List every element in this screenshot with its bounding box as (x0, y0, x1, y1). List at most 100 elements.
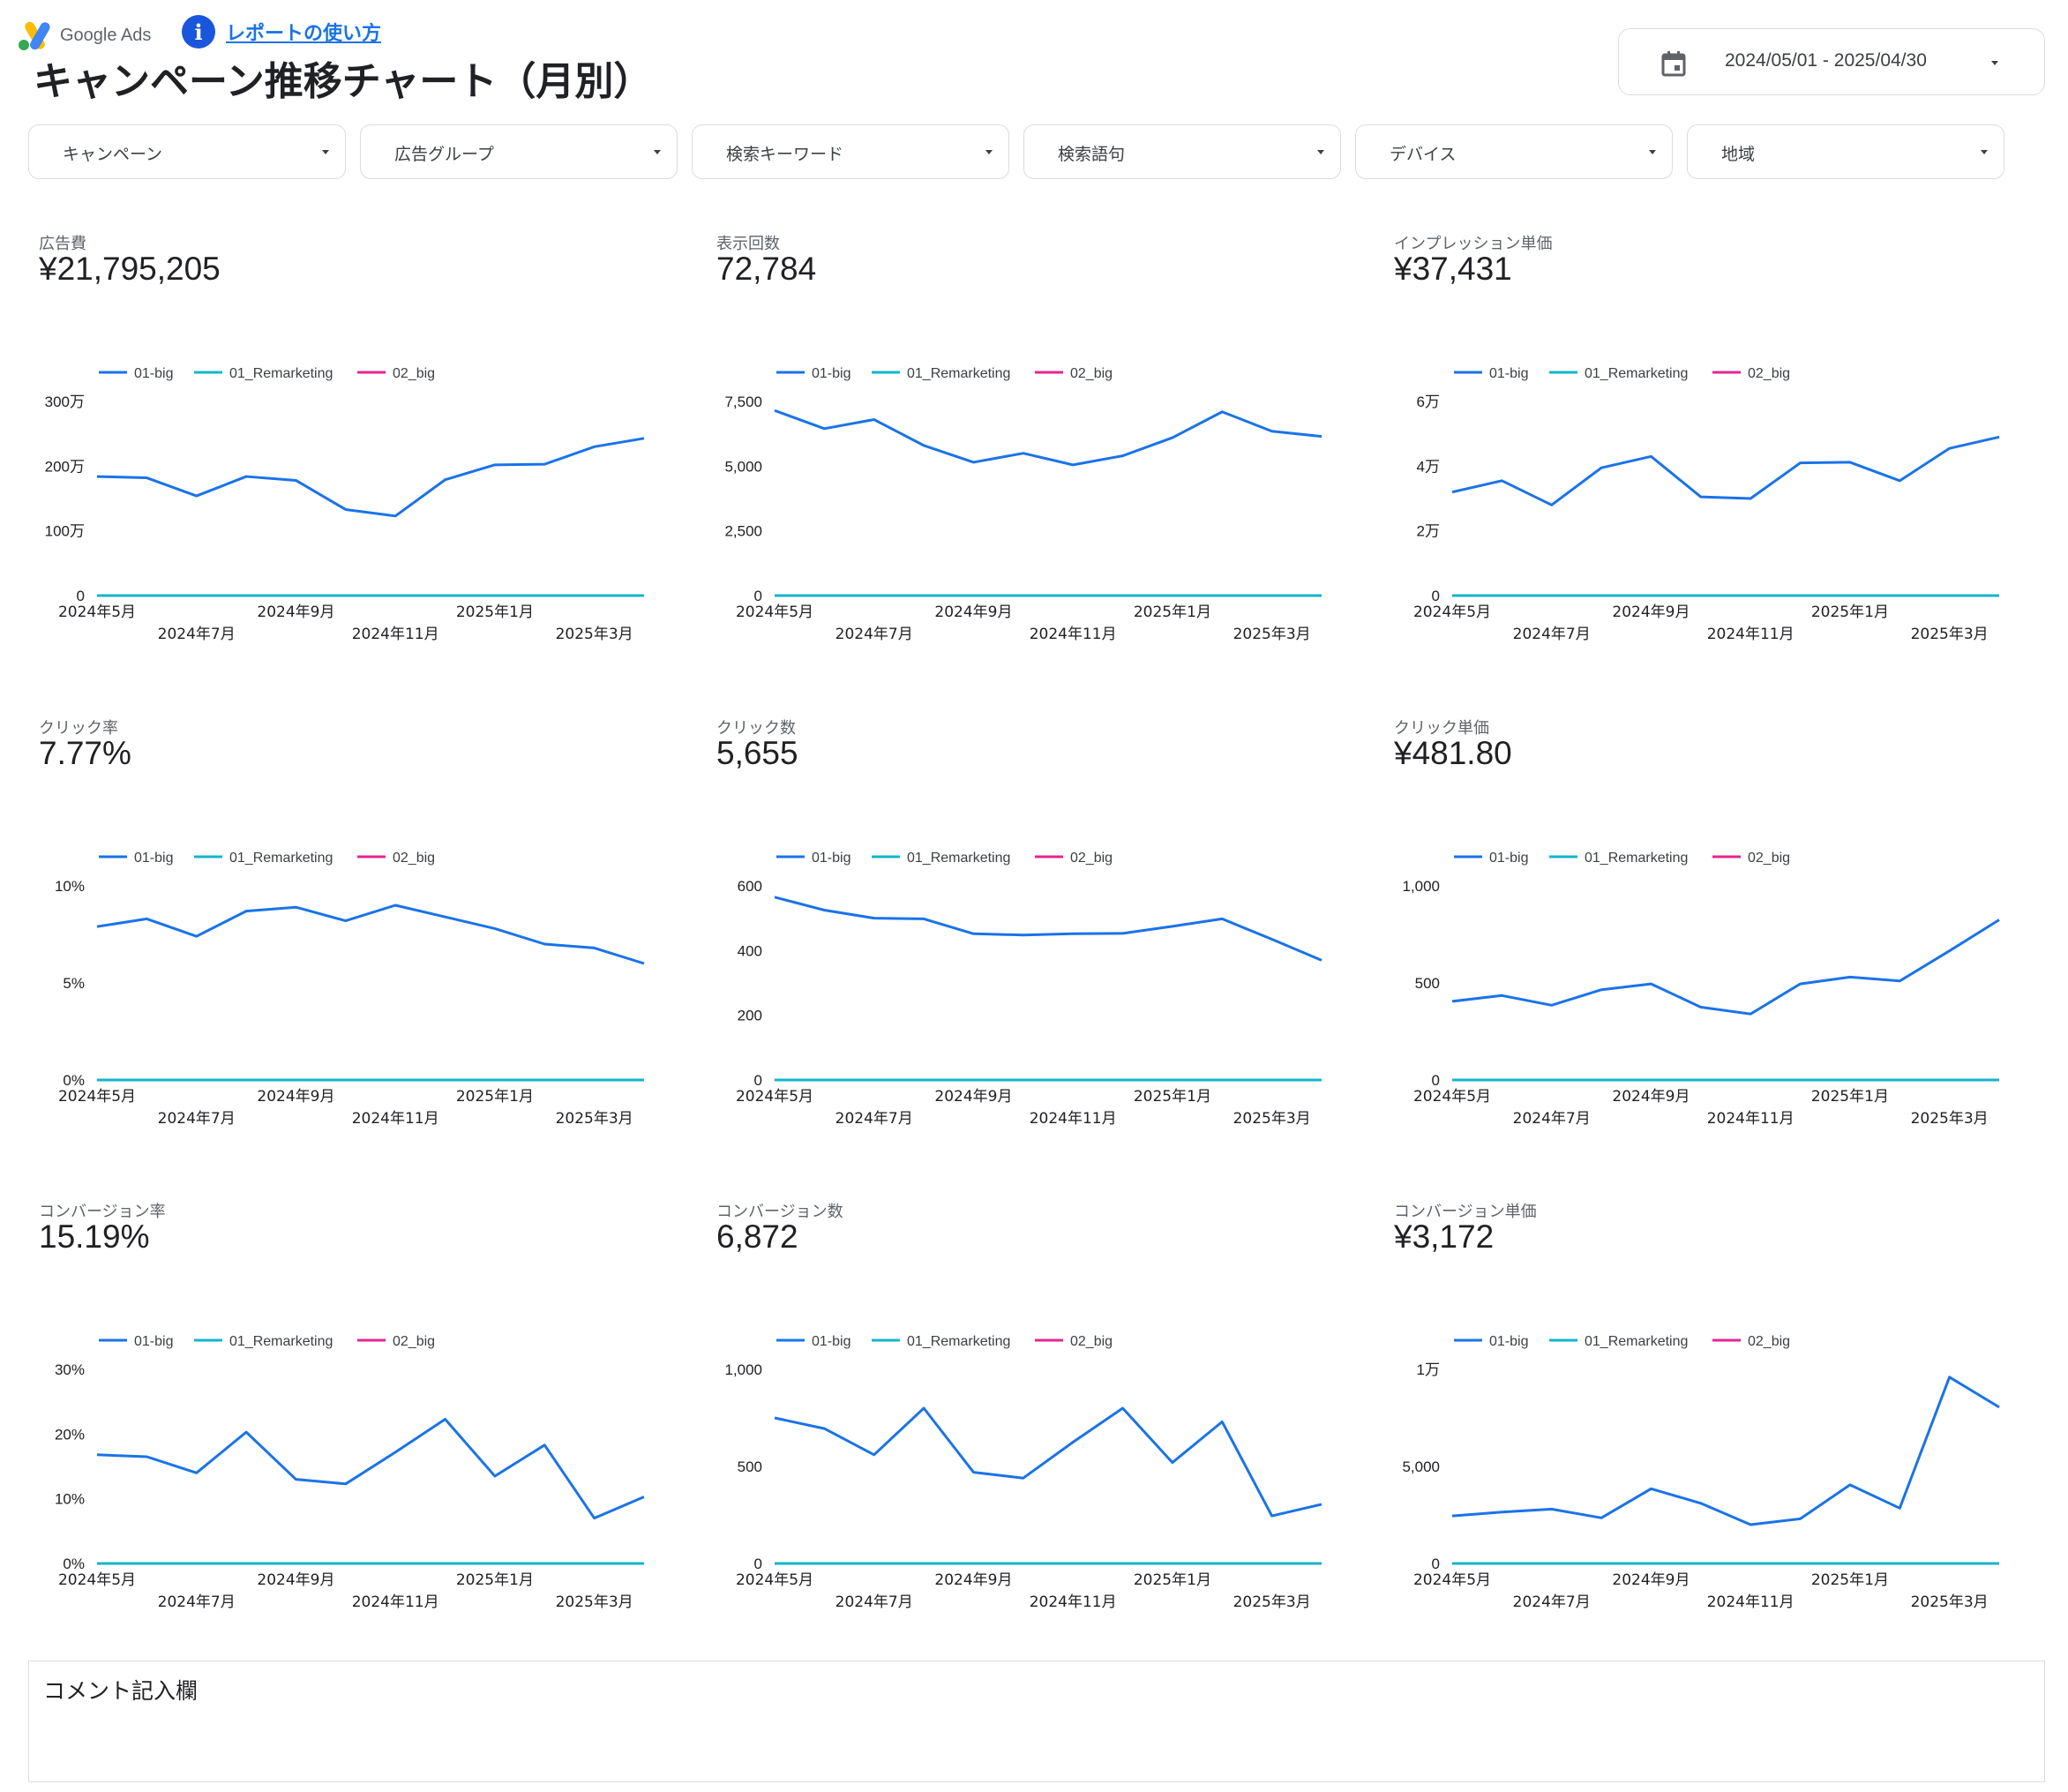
filter-search-term[interactable]: 検索語句 (1023, 124, 1341, 179)
help-link-text[interactable]: レポートの使い方 (226, 23, 382, 45)
chevron-down-icon (985, 150, 993, 154)
filter-region[interactable]: 地域 (1687, 124, 2004, 179)
metric-value-ctr: 7.77% (39, 735, 131, 771)
y-tick-label: 5,000 (724, 458, 762, 475)
filter-ad-group[interactable]: 広告グループ (360, 124, 678, 179)
chart-ctr: 01-big 01_Remarketing 02_big 0% 5% 10% 2024年5月… (55, 851, 645, 1128)
legend-label[interactable]: 02_big (1748, 1334, 1790, 1349)
legend-label[interactable]: 01_Remarketing (229, 851, 333, 866)
legend-label[interactable]: 01-big (134, 851, 173, 866)
metric-label-impression-cost: インプレッション単価 (1394, 235, 1553, 253)
help-link[interactable]: i レポートの使い方 (182, 15, 381, 49)
legend-label[interactable]: 01-big (1489, 1334, 1528, 1349)
x-tick-label: 2025年3月 (1911, 1110, 1989, 1128)
x-tick-label: 2025年3月 (1233, 1110, 1311, 1128)
legend-label[interactable]: 02_big (1748, 851, 1790, 866)
legend-label[interactable]: 02_big (1070, 851, 1113, 866)
y-tick-label: 0 (754, 588, 762, 604)
y-tick-label: 300万 (45, 394, 85, 410)
metric-label-cpc: クリック単価 (1394, 719, 1489, 738)
y-tick-label: 0% (63, 1556, 85, 1572)
metric-value-cpc: ¥481.80 (1394, 735, 1512, 771)
series-line-01-big (774, 896, 1322, 962)
x-tick-label: 2024年7月 (158, 1110, 236, 1128)
legend-label[interactable]: 01-big (812, 366, 850, 381)
x-tick-label: 2025年1月 (1134, 1571, 1211, 1589)
x-tick-label: 2025年3月 (1233, 1593, 1311, 1611)
chart-conversions: 01-big 01_Remarketing 02_big 0 500 1,000 2024年… (724, 1334, 1322, 1611)
legend-label[interactable]: 01-big (1489, 366, 1528, 381)
legend-label[interactable]: 01_Remarketing (229, 366, 333, 381)
x-tick-label: 2024年11月 (1030, 1593, 1117, 1611)
x-tick-label: 2024年11月 (352, 626, 439, 643)
legend-label[interactable]: 02_big (393, 366, 435, 381)
comment-box[interactable]: コメント記入欄 (28, 1661, 2045, 1782)
metric-value-conversion-rate: 15.19% (39, 1218, 150, 1255)
x-tick-label: 2024年5月 (1413, 1088, 1491, 1106)
legend-label[interactable]: 01_Remarketing (1585, 851, 1688, 866)
legend-label[interactable]: 01_Remarketing (907, 851, 1010, 866)
legend-label[interactable]: 02_big (393, 851, 435, 866)
legend-label[interactable]: 01-big (134, 1334, 173, 1349)
x-tick-label: 2025年1月 (1811, 604, 1889, 621)
series-line-01-big (774, 1406, 1322, 1518)
y-tick-label: 2,500 (724, 523, 762, 540)
legend-label[interactable]: 01-big (812, 851, 850, 866)
x-tick-label: 2024年5月 (736, 1571, 813, 1589)
x-tick-label: 2024年7月 (1513, 1110, 1591, 1128)
chart-clicks: 01-big 01_Remarketing 02_big 0 200 400 600 2024… (736, 851, 1322, 1128)
legend-label[interactable]: 01_Remarketing (907, 1334, 1010, 1349)
x-tick-label: 2025年3月 (556, 626, 633, 643)
legend-label[interactable]: 01-big (134, 366, 173, 381)
y-tick-label: 0 (754, 1556, 762, 1572)
y-tick-label: 200万 (45, 458, 85, 475)
chart-conversion-rate: 01-big 01_Remarketing 02_big 0% 10% 20% 30% 202… (55, 1334, 645, 1611)
x-tick-label: 2024年11月 (352, 1593, 439, 1611)
chevron-down-icon (1991, 61, 1998, 65)
metric-label-ad-spend: 広告費 (39, 235, 86, 253)
series-line-01-big (1451, 918, 2000, 1016)
legend-label[interactable]: 01_Remarketing (1585, 366, 1688, 381)
legend-label[interactable]: 01_Remarketing (229, 1334, 333, 1349)
legend-label[interactable]: 02_big (1070, 366, 1113, 381)
legend-label[interactable]: 02_big (1070, 1334, 1113, 1349)
filter-search-keyword[interactable]: 検索キーワード (692, 124, 1009, 179)
legend-label[interactable]: 01_Remarketing (907, 366, 1010, 381)
google-ads-logo: Google Ads (18, 18, 151, 53)
legend-label[interactable]: 01-big (1489, 851, 1528, 866)
x-tick-label: 2024年5月 (1413, 604, 1491, 621)
legend-label[interactable]: 01-big (812, 1334, 850, 1349)
chart-impressions: 01-big 01_Remarketing 02_big 0 2,500 5,000 7,5… (724, 366, 1322, 643)
y-tick-label: 0 (754, 1072, 762, 1089)
y-tick-label: 200 (738, 1008, 762, 1024)
filter-label: 検索キーワード (726, 145, 844, 164)
metric-label-conversions: コンバージョン数 (716, 1203, 843, 1221)
x-tick-label: 2024年9月 (257, 604, 334, 621)
chart-cpc: 01-big 01_Remarketing 02_big 0 500 1,000 2024年… (1402, 851, 2000, 1128)
x-tick-label: 2024年5月 (736, 1088, 813, 1106)
filter-campaign[interactable]: キャンペーン (28, 124, 346, 179)
legend-label[interactable]: 01_Remarketing (1585, 1334, 1688, 1349)
filter-label: キャンペーン (63, 145, 163, 164)
y-tick-label: 0% (63, 1072, 85, 1089)
chart-ad-spend: 01-big 01_Remarketing 02_big 0 100万 200万 300万 2… (45, 366, 645, 643)
chevron-down-icon (654, 150, 661, 154)
x-tick-label: 2024年9月 (934, 1571, 1012, 1589)
x-tick-label: 2025年3月 (556, 1593, 633, 1611)
x-tick-label: 2024年11月 (1707, 1110, 1795, 1128)
y-tick-label: 0 (1432, 1556, 1440, 1572)
x-tick-label: 2024年11月 (1707, 626, 1795, 643)
y-tick-label: 6万 (1417, 394, 1440, 410)
x-tick-label: 2025年1月 (456, 1571, 534, 1589)
y-tick-label: 0 (1432, 588, 1440, 604)
legend-label[interactable]: 02_big (1748, 366, 1790, 381)
filter-device[interactable]: デバイス (1355, 124, 1673, 179)
x-tick-label: 2024年7月 (1513, 1593, 1591, 1611)
x-tick-label: 2024年7月 (158, 1593, 236, 1611)
x-tick-label: 2024年5月 (736, 604, 813, 621)
series-line-01-big (96, 437, 645, 518)
filter-label: 地域 (1721, 145, 1756, 164)
x-tick-label: 2025年1月 (1134, 1088, 1211, 1106)
legend-label[interactable]: 02_big (393, 1334, 435, 1349)
date-range-picker[interactable]: 2024/05/01 - 2025/04/30 (1618, 28, 2045, 95)
